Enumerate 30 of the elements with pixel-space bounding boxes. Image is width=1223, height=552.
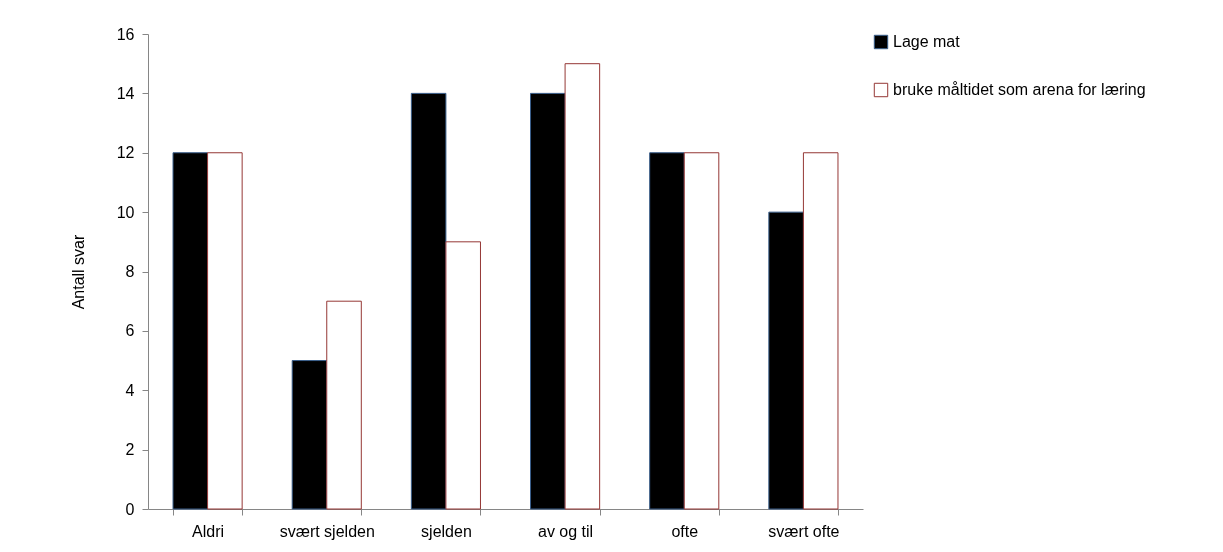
legend-label: Lage mat [893, 33, 961, 50]
y-tick-label: 4 [125, 381, 135, 399]
y-tick-label: 16 [116, 25, 135, 43]
bar [291, 360, 328, 510]
x-tick-label: av og til [538, 522, 594, 540]
bar [410, 92, 447, 510]
legend-label: bruke måltidet som arena for læring [893, 81, 1146, 98]
bar [768, 211, 804, 510]
bar [683, 152, 720, 510]
y-tick-label: 8 [125, 263, 135, 280]
bar [564, 63, 601, 510]
bar [802, 152, 839, 510]
bar [445, 241, 481, 510]
bar [649, 152, 685, 510]
bar [326, 300, 362, 510]
bar [207, 152, 243, 510]
x-tick-label: Aldri [192, 522, 225, 540]
y-tick-label: 6 [125, 322, 135, 340]
y-tick-label: 12 [116, 144, 135, 162]
y-tick-label: 2 [125, 441, 135, 459]
y-axis-title: Antall svar [69, 233, 87, 310]
y-tick-label: 0 [125, 500, 135, 518]
y-tick-label: 14 [116, 84, 135, 102]
x-tick-label: ofte [671, 522, 699, 540]
x-tick-label: svært sjelden [279, 522, 375, 540]
x-tick-label: sjelden [421, 522, 472, 540]
y-tick-label: 10 [116, 203, 135, 221]
x-tick-label: svært ofte [768, 522, 840, 540]
bar [530, 92, 566, 510]
bar [172, 152, 209, 510]
